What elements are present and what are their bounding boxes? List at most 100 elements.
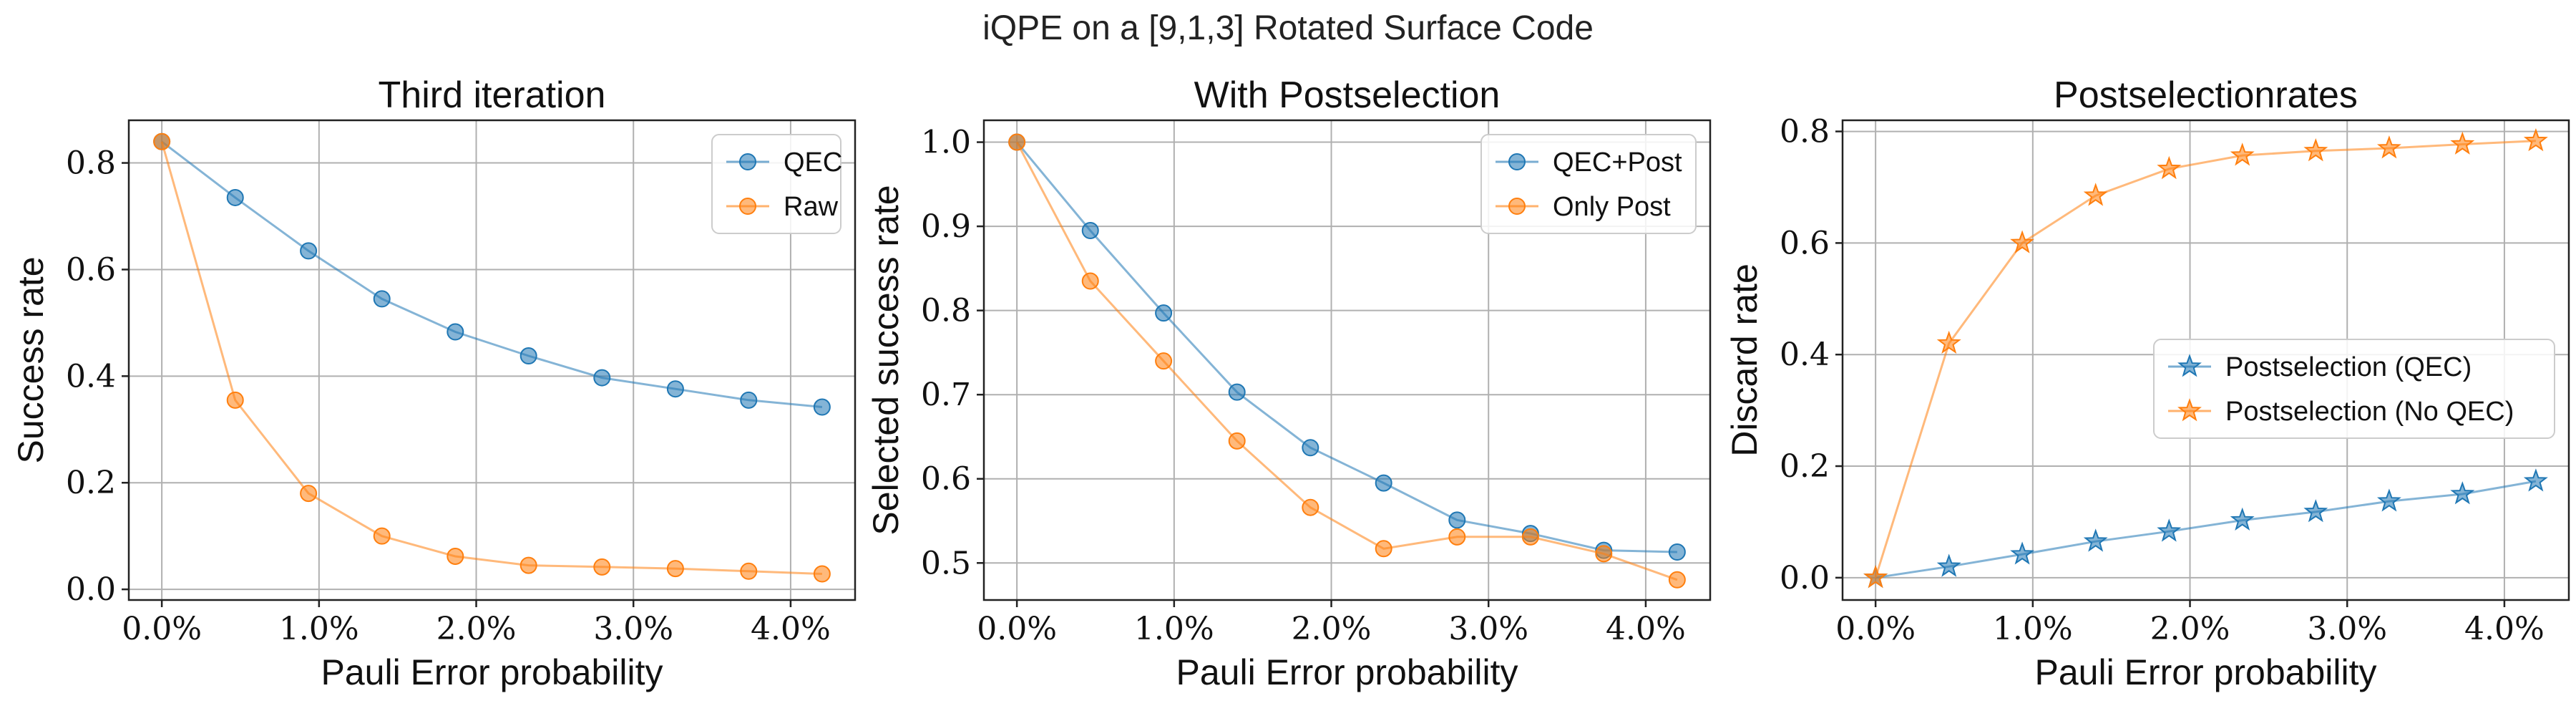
data-point	[740, 562, 758, 580]
legend-label: Only Post	[1553, 192, 1671, 222]
data-point	[2010, 541, 2034, 565]
y-tick-label: 0.0	[1780, 560, 1830, 596]
legend-marker	[2177, 354, 2202, 377]
y-tick-label: 0.8	[921, 293, 971, 329]
series-line-2	[1874, 140, 2536, 579]
data-point	[2083, 183, 2108, 206]
x-tick-label: 2.0%	[436, 611, 517, 647]
data-point	[1448, 511, 1466, 529]
y-tick-label: 0.4	[66, 358, 116, 395]
data-point	[1155, 304, 1173, 322]
data-point	[1863, 565, 1888, 589]
series-line-1	[1875, 480, 2537, 579]
chart-panel-2: 0.0% 1.0% 2.0% 3.0% 4.0% 0.5 0.6 0.7 0.8 0.9 1.0 Wi…	[866, 74, 1712, 692]
chart-panel-1: 0.0% 1.0% 2.0% 3.0% 4.0% 0.0 0.2 0.4 0.6 0.8 Third…	[11, 74, 857, 692]
x-tick-label: 4.0%	[751, 611, 831, 647]
y-tick-label: 0.4	[1780, 337, 1830, 373]
panel-title: Third iteration	[379, 74, 606, 116]
data-point	[593, 558, 611, 576]
data-point	[740, 391, 758, 409]
data-point	[1936, 330, 1961, 354]
y-tick-label: 0.6	[921, 461, 971, 498]
y-tick-label: 0.2	[1780, 448, 1830, 485]
y-tick-label: 0.8	[1780, 114, 1830, 150]
plot-frame	[1841, 119, 2570, 601]
x-axis-label: Pauli Error probability	[1176, 652, 1518, 692]
data-point	[2157, 518, 2182, 542]
x-tick-label: 2.0%	[2150, 611, 2230, 647]
y-axis-label: Success rate	[11, 256, 51, 463]
data-point	[519, 347, 537, 365]
chart-panel-3: 0.0% 1.0% 2.0% 3.0% 4.0% 0.0 0.2 0.4 0.6 0.8 Posts…	[1724, 74, 2570, 692]
data-point	[1375, 474, 1392, 492]
data-point	[519, 556, 537, 574]
data-point	[2450, 481, 2475, 505]
series-line-2	[1015, 141, 1678, 581]
y-tick-label: 1.0	[921, 125, 971, 161]
y-axis-label: Discard rate	[1724, 263, 1765, 457]
legend-marker	[739, 153, 756, 170]
y-tick-label: 0.6	[66, 251, 116, 288]
plot-frame	[127, 119, 857, 601]
data-point	[2376, 135, 2401, 159]
data-point	[2303, 138, 2328, 162]
data-point	[1008, 133, 1026, 151]
legend-label: Postselection (QEC)	[2225, 352, 2472, 382]
data-point	[1375, 540, 1392, 558]
legend-marker	[739, 198, 756, 215]
panel-title: With Postselection	[1194, 74, 1501, 116]
x-tick-label: 1.0%	[1993, 611, 2073, 647]
x-tick-label: 2.0%	[1292, 611, 1372, 647]
data-point	[2450, 131, 2475, 155]
data-point	[373, 290, 391, 308]
legend-marker	[1508, 198, 1526, 215]
legend: Postselection (QEC) Postselection (No QEC…	[2153, 339, 2555, 439]
data-point	[1668, 571, 1686, 589]
data-point	[2157, 155, 2182, 180]
data-point	[300, 242, 318, 260]
data-point	[666, 380, 684, 398]
data-point	[1081, 272, 1099, 290]
data-point	[1155, 352, 1173, 370]
x-axis-label: Pauli Error probability	[2035, 652, 2377, 692]
data-point	[1521, 528, 1539, 546]
x-tick-label: 4.0%	[2464, 611, 2545, 647]
series-line-1	[1015, 141, 1677, 553]
legend: QEC+Post Only Post	[1480, 134, 1697, 234]
x-tick-label: 0.0%	[1835, 611, 1916, 647]
series-line-1	[161, 140, 823, 408]
data-point	[226, 188, 244, 206]
data-point	[2010, 230, 2034, 253]
data-point	[373, 527, 391, 545]
legend-marker	[2177, 398, 2202, 422]
y-tick-label: 0.7	[921, 377, 971, 413]
x-axis-label: Pauli Error probability	[321, 652, 663, 692]
x-tick-label: 1.0%	[279, 611, 359, 647]
data-point	[2377, 488, 2401, 512]
data-point	[1302, 498, 1319, 516]
legend-label: QEC+Post	[1553, 147, 1682, 178]
figure-title: iQPE on a [9,1,3] Rotated Surface Code	[982, 9, 1594, 47]
data-point	[1302, 439, 1319, 457]
data-point	[813, 398, 831, 416]
data-point	[1228, 432, 1246, 450]
legend-label: Raw	[784, 192, 839, 222]
x-tick-label: 4.0%	[1606, 611, 1686, 647]
x-tick-label: 3.0%	[593, 611, 673, 647]
series-line-2	[160, 141, 822, 575]
legend-label: QEC	[784, 147, 842, 178]
legend-marker	[1508, 153, 1526, 170]
x-tick-label: 1.0%	[1134, 611, 1214, 647]
data-point	[447, 547, 464, 565]
legend-label: Postselection (No QEC)	[2225, 397, 2514, 427]
data-point	[300, 485, 318, 503]
y-tick-label: 0.5	[921, 545, 971, 581]
plot-frame	[982, 119, 1712, 601]
data-point	[813, 565, 831, 583]
data-point	[1448, 528, 1466, 546]
y-tick-label: 0.6	[1780, 225, 1830, 261]
legend-box	[2153, 339, 2555, 439]
data-point	[2230, 142, 2255, 166]
data-point	[447, 323, 464, 341]
